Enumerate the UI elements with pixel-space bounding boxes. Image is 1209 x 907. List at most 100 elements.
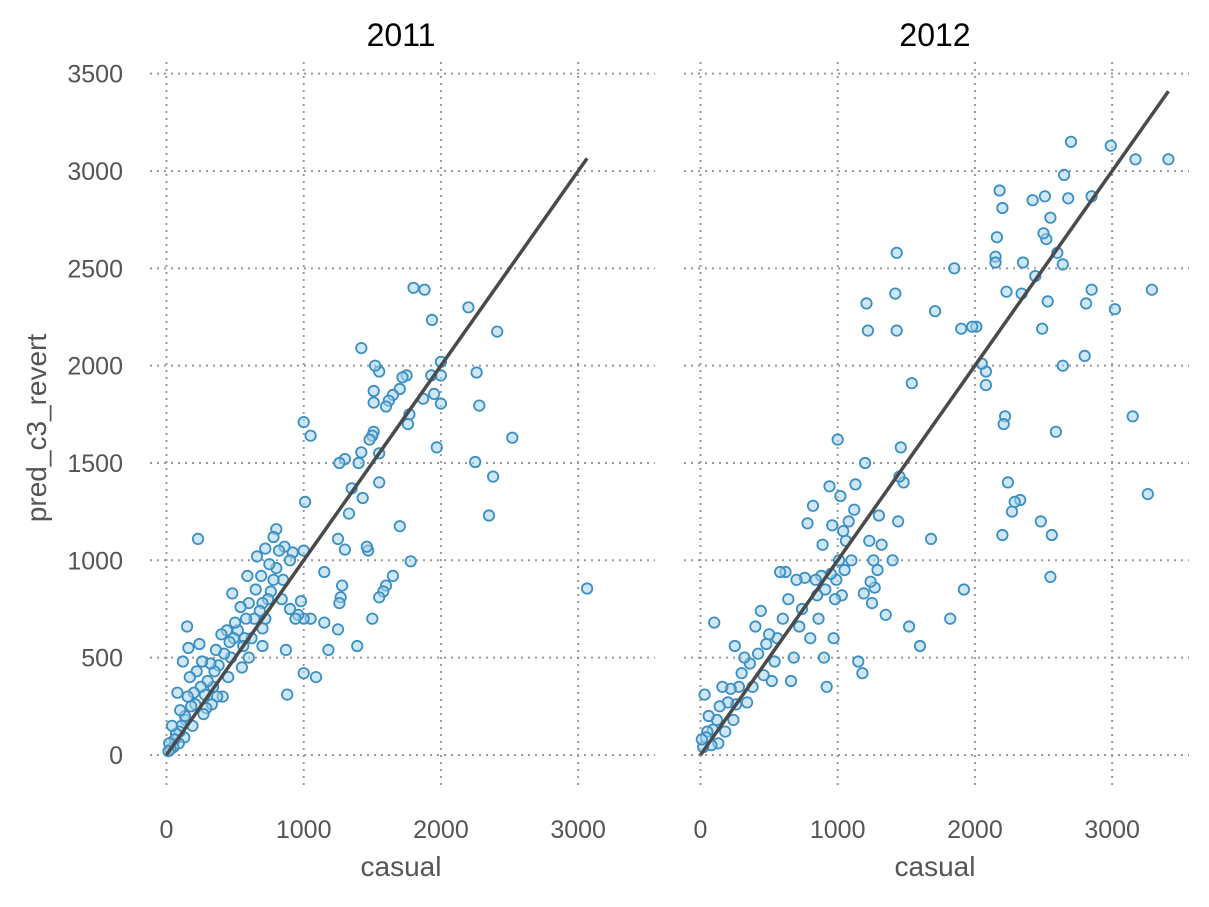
data-point — [698, 688, 711, 701]
data-point — [335, 579, 349, 592]
data-point — [373, 476, 386, 489]
data-point — [1008, 495, 1021, 508]
data-point — [738, 651, 751, 664]
data-point — [765, 674, 778, 688]
data-point — [469, 455, 482, 469]
data-point — [434, 397, 447, 410]
data-point — [283, 554, 297, 567]
x-tick-label: 3000 — [1084, 816, 1140, 844]
data-point — [355, 446, 368, 459]
data-point — [1037, 227, 1050, 240]
data-point — [289, 612, 302, 625]
data-point — [294, 595, 308, 608]
data-point — [418, 283, 431, 296]
data-point — [894, 441, 907, 454]
y-tick-label: 1000 — [67, 547, 123, 575]
data-point — [486, 470, 500, 483]
data-point — [1085, 283, 1098, 296]
data-point — [858, 456, 872, 470]
data-point — [1104, 139, 1117, 152]
data-point — [396, 371, 409, 384]
data-point — [966, 320, 979, 333]
fit-line — [699, 90, 1170, 756]
data-point — [191, 532, 205, 546]
data-point — [386, 569, 399, 583]
data-point — [331, 623, 345, 636]
data-point — [997, 417, 1010, 431]
data-point — [1058, 168, 1071, 181]
data-point — [890, 324, 903, 337]
y-tick-label: 3000 — [67, 158, 123, 186]
data-point — [373, 591, 386, 604]
data-point — [333, 596, 346, 610]
data-point — [740, 696, 754, 709]
data-point — [1141, 487, 1154, 501]
data-point — [889, 287, 902, 300]
data-point — [174, 704, 187, 717]
data-point — [768, 655, 781, 668]
fit-line — [165, 157, 589, 756]
data-point — [727, 713, 740, 727]
data-point — [860, 297, 873, 310]
data-point — [427, 387, 441, 400]
data-point — [1145, 283, 1159, 296]
data-point — [1080, 297, 1093, 310]
data-point — [867, 554, 880, 567]
data-point — [1000, 285, 1013, 298]
data-point — [181, 620, 194, 633]
data-point — [782, 593, 795, 606]
data-point — [713, 700, 726, 713]
y-axis-title: pred_c3_revert — [21, 334, 52, 523]
data-point — [957, 583, 971, 596]
data-point — [773, 565, 787, 579]
data-point — [801, 517, 814, 530]
data-point — [1062, 192, 1075, 205]
data-point — [828, 593, 842, 606]
x-axis-title: casual — [895, 851, 976, 882]
data-point — [209, 643, 222, 657]
data-point — [580, 582, 594, 595]
data-point — [250, 550, 264, 563]
data-point — [229, 616, 242, 629]
data-point — [241, 569, 254, 583]
data-point — [491, 325, 504, 338]
data-point — [865, 596, 879, 610]
data-point — [751, 647, 765, 660]
panel-2012: 0 1000 2000 3000 2012 casual — [684, 17, 1189, 882]
data-point — [367, 384, 380, 398]
x-tick-labels-2011: 0 1000 2000 3000 — [160, 816, 606, 844]
data-point — [875, 538, 888, 551]
data-point — [1044, 570, 1057, 584]
data-point — [165, 719, 179, 732]
panel-2011: 0 500 1000 1500 2000 2500 3000 3500 0 1000 2000 30… — [67, 17, 655, 882]
fit-line-group-2012 — [699, 90, 1170, 756]
data-point — [837, 524, 850, 538]
data-point — [848, 503, 861, 516]
data-point — [831, 433, 844, 446]
data-point — [322, 643, 335, 657]
data-point — [267, 573, 280, 586]
data-point — [996, 528, 1009, 542]
data-point — [283, 602, 297, 616]
data-point — [360, 540, 373, 553]
data-point — [826, 519, 839, 532]
data-point — [719, 725, 732, 738]
data-point — [297, 667, 310, 680]
data-point — [905, 377, 918, 390]
data-point — [827, 632, 840, 645]
data-point — [790, 573, 803, 586]
data-point — [902, 620, 916, 633]
data-point — [1064, 135, 1078, 148]
y-tick-label: 1500 — [67, 450, 123, 478]
data-point — [990, 231, 1004, 244]
x-tick-label: 0 — [694, 816, 708, 844]
data-point — [702, 709, 715, 723]
data-point — [256, 639, 269, 653]
data-point — [793, 620, 806, 633]
data-point — [318, 565, 331, 579]
data-point — [979, 378, 993, 392]
data-point — [281, 688, 294, 701]
panel-title: 2011 — [367, 17, 436, 53]
data-point — [872, 509, 886, 522]
